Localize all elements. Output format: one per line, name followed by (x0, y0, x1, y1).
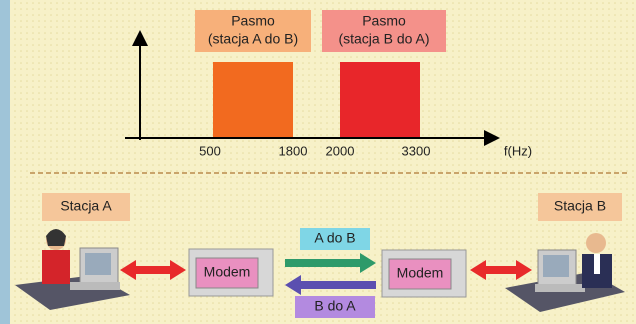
modem-label: Modem (204, 264, 251, 280)
station-label: Stacja A (60, 198, 112, 214)
band-title: Pasmo (231, 13, 275, 29)
tick-label: 1800 (279, 143, 308, 158)
station-label: Stacja B (554, 198, 606, 214)
band-subtitle: (stacja B do A) (338, 31, 429, 47)
direction-label: B do A (314, 298, 356, 314)
direction-label: A do B (314, 230, 355, 246)
tick-label: 2000 (326, 143, 355, 158)
modem-label: Modem (397, 265, 444, 281)
diagram: Pasmo (stacja A do B) Pasmo (stacja B do… (0, 0, 636, 324)
tick-label: 500 (199, 143, 221, 158)
axis-label: f(Hz) (504, 143, 532, 158)
side-strip (0, 0, 10, 324)
band-b-to-a (340, 62, 420, 137)
band-title: Pasmo (362, 13, 406, 29)
band-subtitle: (stacja A do B) (208, 31, 298, 47)
band-a-to-b (213, 62, 293, 137)
tick-label: 3300 (402, 143, 431, 158)
